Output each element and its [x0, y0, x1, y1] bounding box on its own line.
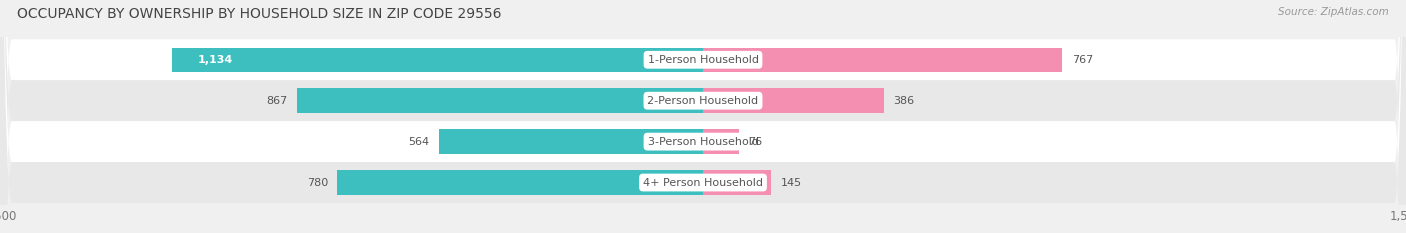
Text: 145: 145	[780, 178, 801, 188]
Text: 767: 767	[1071, 55, 1092, 65]
Text: 386: 386	[893, 96, 914, 106]
Bar	[337, 170, 703, 195]
Bar	[703, 129, 738, 154]
Text: Source: ZipAtlas.com: Source: ZipAtlas.com	[1278, 7, 1389, 17]
Text: 780: 780	[307, 178, 328, 188]
Text: 867: 867	[266, 96, 287, 106]
Text: 1-Person Household: 1-Person Household	[648, 55, 758, 65]
Text: 1,134: 1,134	[197, 55, 232, 65]
Text: 564: 564	[408, 137, 429, 147]
Bar	[439, 129, 703, 154]
Text: OCCUPANCY BY OWNERSHIP BY HOUSEHOLD SIZE IN ZIP CODE 29556: OCCUPANCY BY OWNERSHIP BY HOUSEHOLD SIZE…	[17, 7, 502, 21]
Bar	[297, 89, 703, 113]
Text: 3-Person Household: 3-Person Household	[648, 137, 758, 147]
Bar	[703, 170, 770, 195]
Text: 4+ Person Household: 4+ Person Household	[643, 178, 763, 188]
Text: 76: 76	[748, 137, 762, 147]
Bar	[703, 89, 884, 113]
Bar	[172, 48, 703, 72]
Text: 2-Person Household: 2-Person Household	[647, 96, 759, 106]
Bar	[703, 48, 1063, 72]
